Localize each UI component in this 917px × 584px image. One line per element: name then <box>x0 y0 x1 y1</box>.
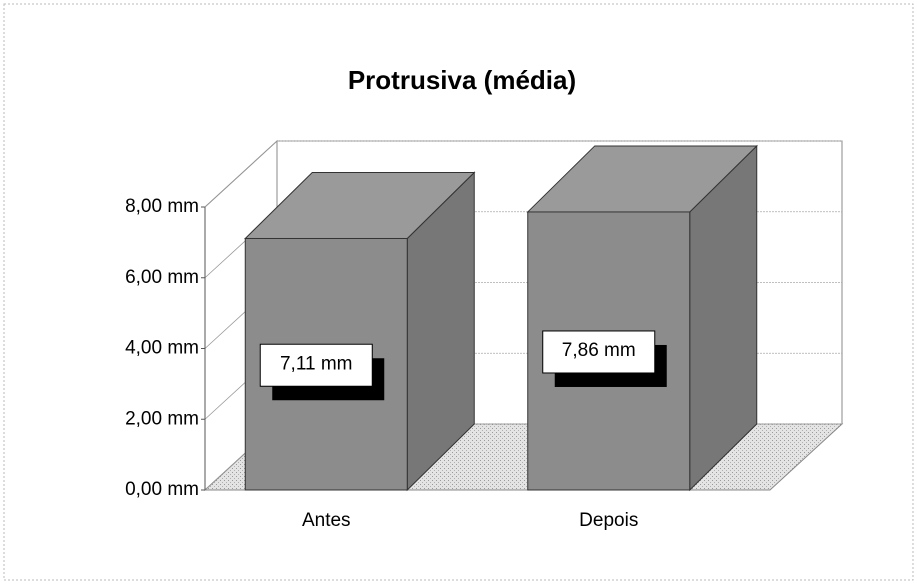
y-tick-label: 4,00 mm <box>125 338 199 359</box>
label-box <box>259 343 373 387</box>
grid-line <box>204 140 278 208</box>
chart-title: Protrusiva (média) <box>348 65 576 95</box>
x-tick-label: Antes <box>302 510 351 531</box>
value-label: 7,11 mm <box>280 353 353 374</box>
y-tick-label: 8,00 mm <box>125 196 199 217</box>
y-tick-label: 0,00 mm <box>125 479 199 500</box>
value-label: 7,86 mm <box>562 340 636 361</box>
x-tick-label: Depois <box>579 510 638 531</box>
chart-border <box>3 3 914 581</box>
y-tick-label: 2,00 mm <box>125 408 199 429</box>
label-box <box>542 330 656 374</box>
y-tick-label: 6,00 mm <box>125 267 199 288</box>
